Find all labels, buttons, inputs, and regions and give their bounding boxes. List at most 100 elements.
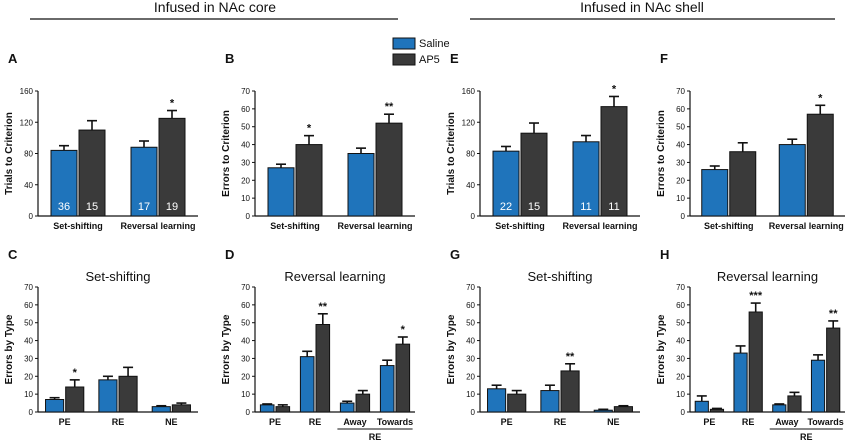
significance-marker: * [818,92,823,104]
y-tick-label: 30 [676,158,685,167]
category-label: Reversal learning [769,221,844,231]
category-label: Set-shifting [495,221,545,231]
y-tick-label: 160 [20,87,34,96]
y-axis-label: Trials to Criterion [4,112,15,195]
y-tick-label: 40 [241,141,250,150]
panel-letter: A [8,51,18,66]
category-label: PE [269,417,281,427]
y-axis-label: Errors by Type [446,314,457,384]
category-label: Set-shifting [704,221,754,231]
bar-ap5-towards [395,343,411,413]
category-label: Reversal learning [120,221,195,231]
bar-saline-towards [379,365,395,413]
y-tick-label: 0 [681,408,686,417]
y-tick-label: 0 [246,408,251,417]
y-tick-label: 10 [241,390,250,399]
bar-saline-set-shifting [701,169,729,217]
significance-marker: ** [319,301,328,313]
y-axis-label: Errors to Criterion [221,110,232,197]
y-tick-label: 70 [241,87,250,96]
category-label: RE [742,417,755,427]
y-tick-label: 120 [462,118,476,127]
bar-saline-re [733,352,748,413]
significance-marker: * [307,123,312,135]
bar-saline-reversal-learning [347,153,375,217]
group-label: RE [369,432,382,442]
y-tick-label: 10 [24,390,33,399]
y-tick-label: 20 [676,372,685,381]
y-tick-label: 40 [24,181,33,190]
panel-letter: F [660,51,668,66]
panel-f: F Errors to Criterion 0 10 20 30 40 50 60 70 Set-s… [656,51,845,231]
panel-letter: C [8,247,18,262]
y-tick-label: 60 [24,301,33,310]
y-tick-label: 50 [676,123,685,132]
significance-marker: ** [385,101,394,113]
legend: Saline AP5 [392,37,450,66]
y-tick-label: 70 [466,283,475,292]
panel-title: Reversal learning [284,269,385,284]
header-core: Infused in NAc core [154,0,276,15]
y-tick-label: 20 [24,372,33,381]
y-axis-label: Errors by Type [221,314,232,384]
category-label: RE [554,417,567,427]
bar-ap5-away [787,395,802,413]
bar-saline-ne [151,406,171,413]
panel-a: A Trials to Criterion 0 40 80 120 160 36 17 15 19 S… [4,51,198,231]
y-tick-label: 0 [29,212,34,221]
category-label: RE [112,417,125,427]
y-tick-label: 40 [466,181,475,190]
chart-panels: A Trials to Criterion 0 40 80 120 160 36 17 15 19 S… [4,51,845,442]
category-label: Towards [377,417,413,427]
group-label: RE [800,432,813,442]
category-label: PE [59,417,71,427]
category-label: PE [501,417,513,427]
bar-saline-reversal-learning [130,146,158,217]
bar-ap5-reversal-learning [375,122,403,217]
y-tick-label: 40 [466,337,475,346]
y-tick-label: 10 [466,390,475,399]
category-label: NE [607,417,620,427]
y-axis-label: Trials to Criterion [446,112,457,195]
significance-marker: ** [566,351,575,363]
significance-marker: * [612,83,617,95]
y-tick-label: 30 [676,354,685,363]
significance-marker: ** [829,308,838,320]
bar-ap5-pe [275,406,291,413]
panel-title: Reversal learning [717,269,818,284]
bar-ap5-pe [507,393,527,413]
bar-saline-re [98,379,118,413]
panel-letter: H [660,247,669,262]
y-tick-label: 30 [466,354,475,363]
y-tick-label: 60 [241,105,250,114]
y-tick-label: 70 [241,283,250,292]
panel-letter: G [450,247,460,262]
bar-ap5-reversal-learning [806,113,834,217]
y-tick-label: 10 [676,390,685,399]
y-tick-label: 120 [20,118,34,127]
bar-saline-away [772,404,787,413]
category-label: PE [703,417,715,427]
significance-marker: * [170,98,175,110]
bar-saline-set-shifting [267,167,295,217]
y-tick-label: 50 [24,319,33,328]
header-shell: Infused in NAc shell [580,0,704,15]
bar-saline-re [540,390,560,413]
y-tick-label: 60 [466,301,475,310]
y-tick-label: 50 [676,319,685,328]
panel-h: H Reversal learning Errors by Type 0 10 20 30 4… [656,247,845,442]
bar-ap5-pe [65,386,85,413]
n-label: 36 [58,201,70,213]
bar-ap5-set-shifting [729,151,757,217]
category-label: Away [343,417,366,427]
bar-saline-pe [259,404,275,413]
bar-saline-ne [593,409,613,413]
y-tick-label: 30 [241,158,250,167]
n-label: 17 [138,201,150,213]
y-tick-label: 10 [676,194,685,203]
y-tick-label: 50 [241,123,250,132]
bar-saline-re [299,356,315,413]
y-tick-label: 160 [462,87,476,96]
legend-swatch-saline [392,37,416,50]
